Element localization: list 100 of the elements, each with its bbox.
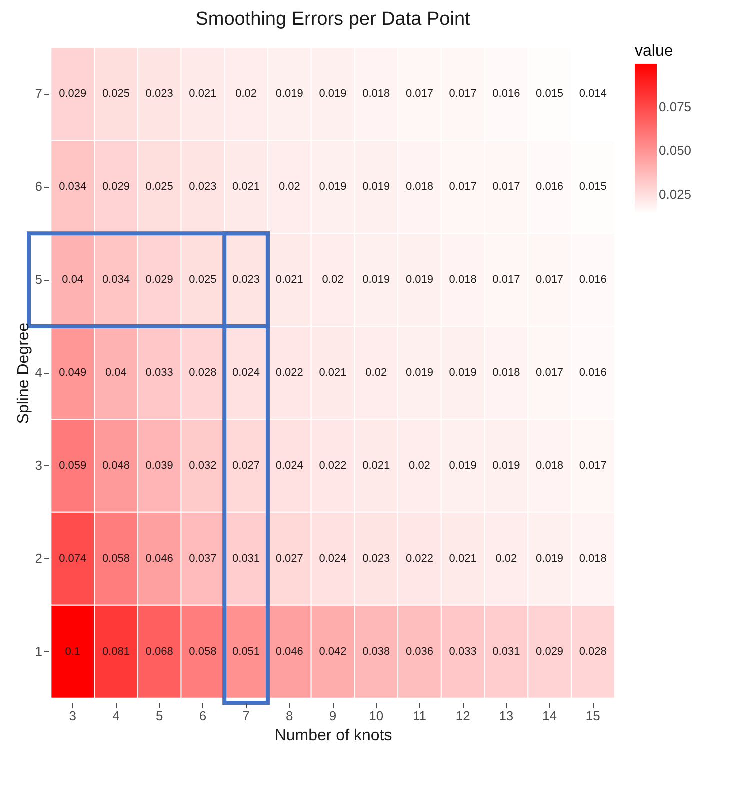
x-tick-label: 14 (542, 708, 558, 724)
data-label: 0.02 (278, 181, 300, 194)
x-tick-label: 9 (329, 708, 337, 724)
data-label: 0.015 (579, 181, 607, 194)
data-label: 0.024 (276, 460, 304, 472)
data-label: 0.058 (189, 646, 217, 658)
data-label: 0.017 (492, 274, 520, 286)
data-label: 0.016 (492, 88, 520, 100)
data-label: 0.074 (59, 552, 87, 565)
data-label: 0.019 (362, 274, 390, 286)
data-label: 0.037 (189, 552, 217, 565)
data-label: 0.018 (406, 181, 434, 194)
data-label: 0.018 (492, 367, 520, 379)
x-tick-label: 3 (69, 708, 76, 724)
data-label: 0.048 (102, 460, 130, 472)
data-label: 0.023 (189, 181, 217, 194)
y-tick-label: 5 (35, 272, 42, 288)
data-label: 0.028 (579, 646, 607, 658)
x-tick-label: 5 (156, 708, 164, 724)
y-tick-label: 3 (35, 458, 42, 473)
data-label: 0.1 (65, 646, 80, 658)
data-label: 0.023 (232, 274, 260, 286)
data-label: 0.032 (189, 460, 217, 472)
data-label: 0.027 (232, 460, 260, 472)
data-label: 0.068 (146, 646, 174, 658)
data-label: 0.025 (102, 88, 130, 100)
data-label: 0.021 (232, 181, 260, 194)
x-tick-label: 12 (456, 708, 470, 724)
data-label: 0.025 (146, 181, 174, 194)
color-bar-label: 0.025 (659, 186, 692, 202)
data-label: 0.02 (366, 367, 388, 379)
data-label: 0.019 (449, 460, 477, 472)
data-label: 0.027 (276, 552, 304, 565)
data-label: 0.023 (146, 88, 174, 100)
data-label: 0.028 (189, 367, 217, 379)
data-label: 0.029 (146, 274, 174, 286)
y-tick-label: 7 (35, 86, 42, 102)
data-label: 0.039 (146, 460, 174, 472)
data-label: 0.033 (449, 646, 477, 658)
x-tick-label: 8 (286, 708, 294, 724)
x-tick-label: 11 (412, 708, 426, 724)
data-label: 0.017 (492, 181, 520, 194)
chart-title: Smoothing Errors per Data Point (196, 9, 472, 30)
data-label: 0.023 (362, 552, 390, 565)
x-axis-title: Number of knots (274, 728, 392, 744)
data-label: 0.018 (449, 274, 477, 286)
data-label: 0.025 (189, 274, 217, 286)
data-label: 0.017 (579, 460, 607, 472)
data-label: 0.033 (146, 367, 174, 379)
data-label: 0.017 (449, 88, 477, 100)
data-label: 0.02 (236, 88, 257, 100)
x-tick-label: 13 (499, 708, 514, 724)
data-label: 0.016 (579, 274, 607, 286)
data-label: 0.046 (146, 552, 174, 565)
data-label: 0.017 (536, 274, 564, 286)
data-label: 0.019 (536, 552, 564, 565)
data-label: 0.019 (319, 88, 347, 100)
y-axis-title: Spline Degree (15, 322, 32, 424)
data-label: 0.019 (492, 460, 520, 472)
data-label: 0.029 (536, 646, 564, 658)
data-label: 0.018 (579, 552, 607, 565)
data-label: 0.022 (276, 367, 304, 379)
data-label: 0.02 (496, 552, 518, 565)
x-tick-label: 15 (586, 708, 600, 724)
data-label: 0.021 (319, 367, 347, 379)
data-label: 0.019 (406, 274, 434, 286)
data-label: 0.016 (579, 367, 607, 379)
data-label: 0.031 (492, 646, 520, 658)
data-label: 0.046 (276, 646, 304, 658)
data-label: 0.017 (536, 367, 564, 379)
data-label: 0.051 (232, 646, 260, 658)
data-label: 0.022 (406, 552, 434, 565)
data-label: 0.014 (579, 88, 607, 100)
data-label: 0.036 (406, 646, 434, 658)
data-label: 0.049 (59, 367, 87, 379)
data-label: 0.015 (536, 88, 564, 100)
data-label: 0.021 (449, 552, 477, 565)
data-label: 0.017 (449, 181, 477, 194)
y-tick-label: 2 (35, 550, 42, 566)
data-label: 0.04 (105, 367, 127, 379)
data-label: 0.029 (59, 88, 87, 100)
data-label: 0.021 (362, 460, 390, 472)
data-label: 0.019 (319, 181, 347, 194)
data-label: 0.017 (406, 88, 434, 100)
x-tick-label: 4 (112, 708, 120, 724)
data-label: 0.042 (319, 646, 347, 658)
data-label: 0.019 (449, 367, 477, 379)
y-tick-label: 6 (35, 179, 42, 194)
data-label: 0.034 (59, 181, 87, 194)
legend-title: value (635, 43, 674, 60)
data-label: 0.024 (232, 367, 260, 379)
data-label: 0.019 (406, 367, 434, 379)
data-label: 0.04 (62, 274, 84, 286)
x-tick-label: 6 (199, 708, 207, 724)
color-bar-label: 0.050 (659, 143, 692, 158)
data-label: 0.081 (102, 646, 130, 658)
data-label: 0.021 (189, 88, 217, 100)
data-label: 0.02 (322, 274, 344, 286)
data-label: 0.034 (102, 274, 130, 286)
data-label: 0.018 (362, 88, 390, 100)
